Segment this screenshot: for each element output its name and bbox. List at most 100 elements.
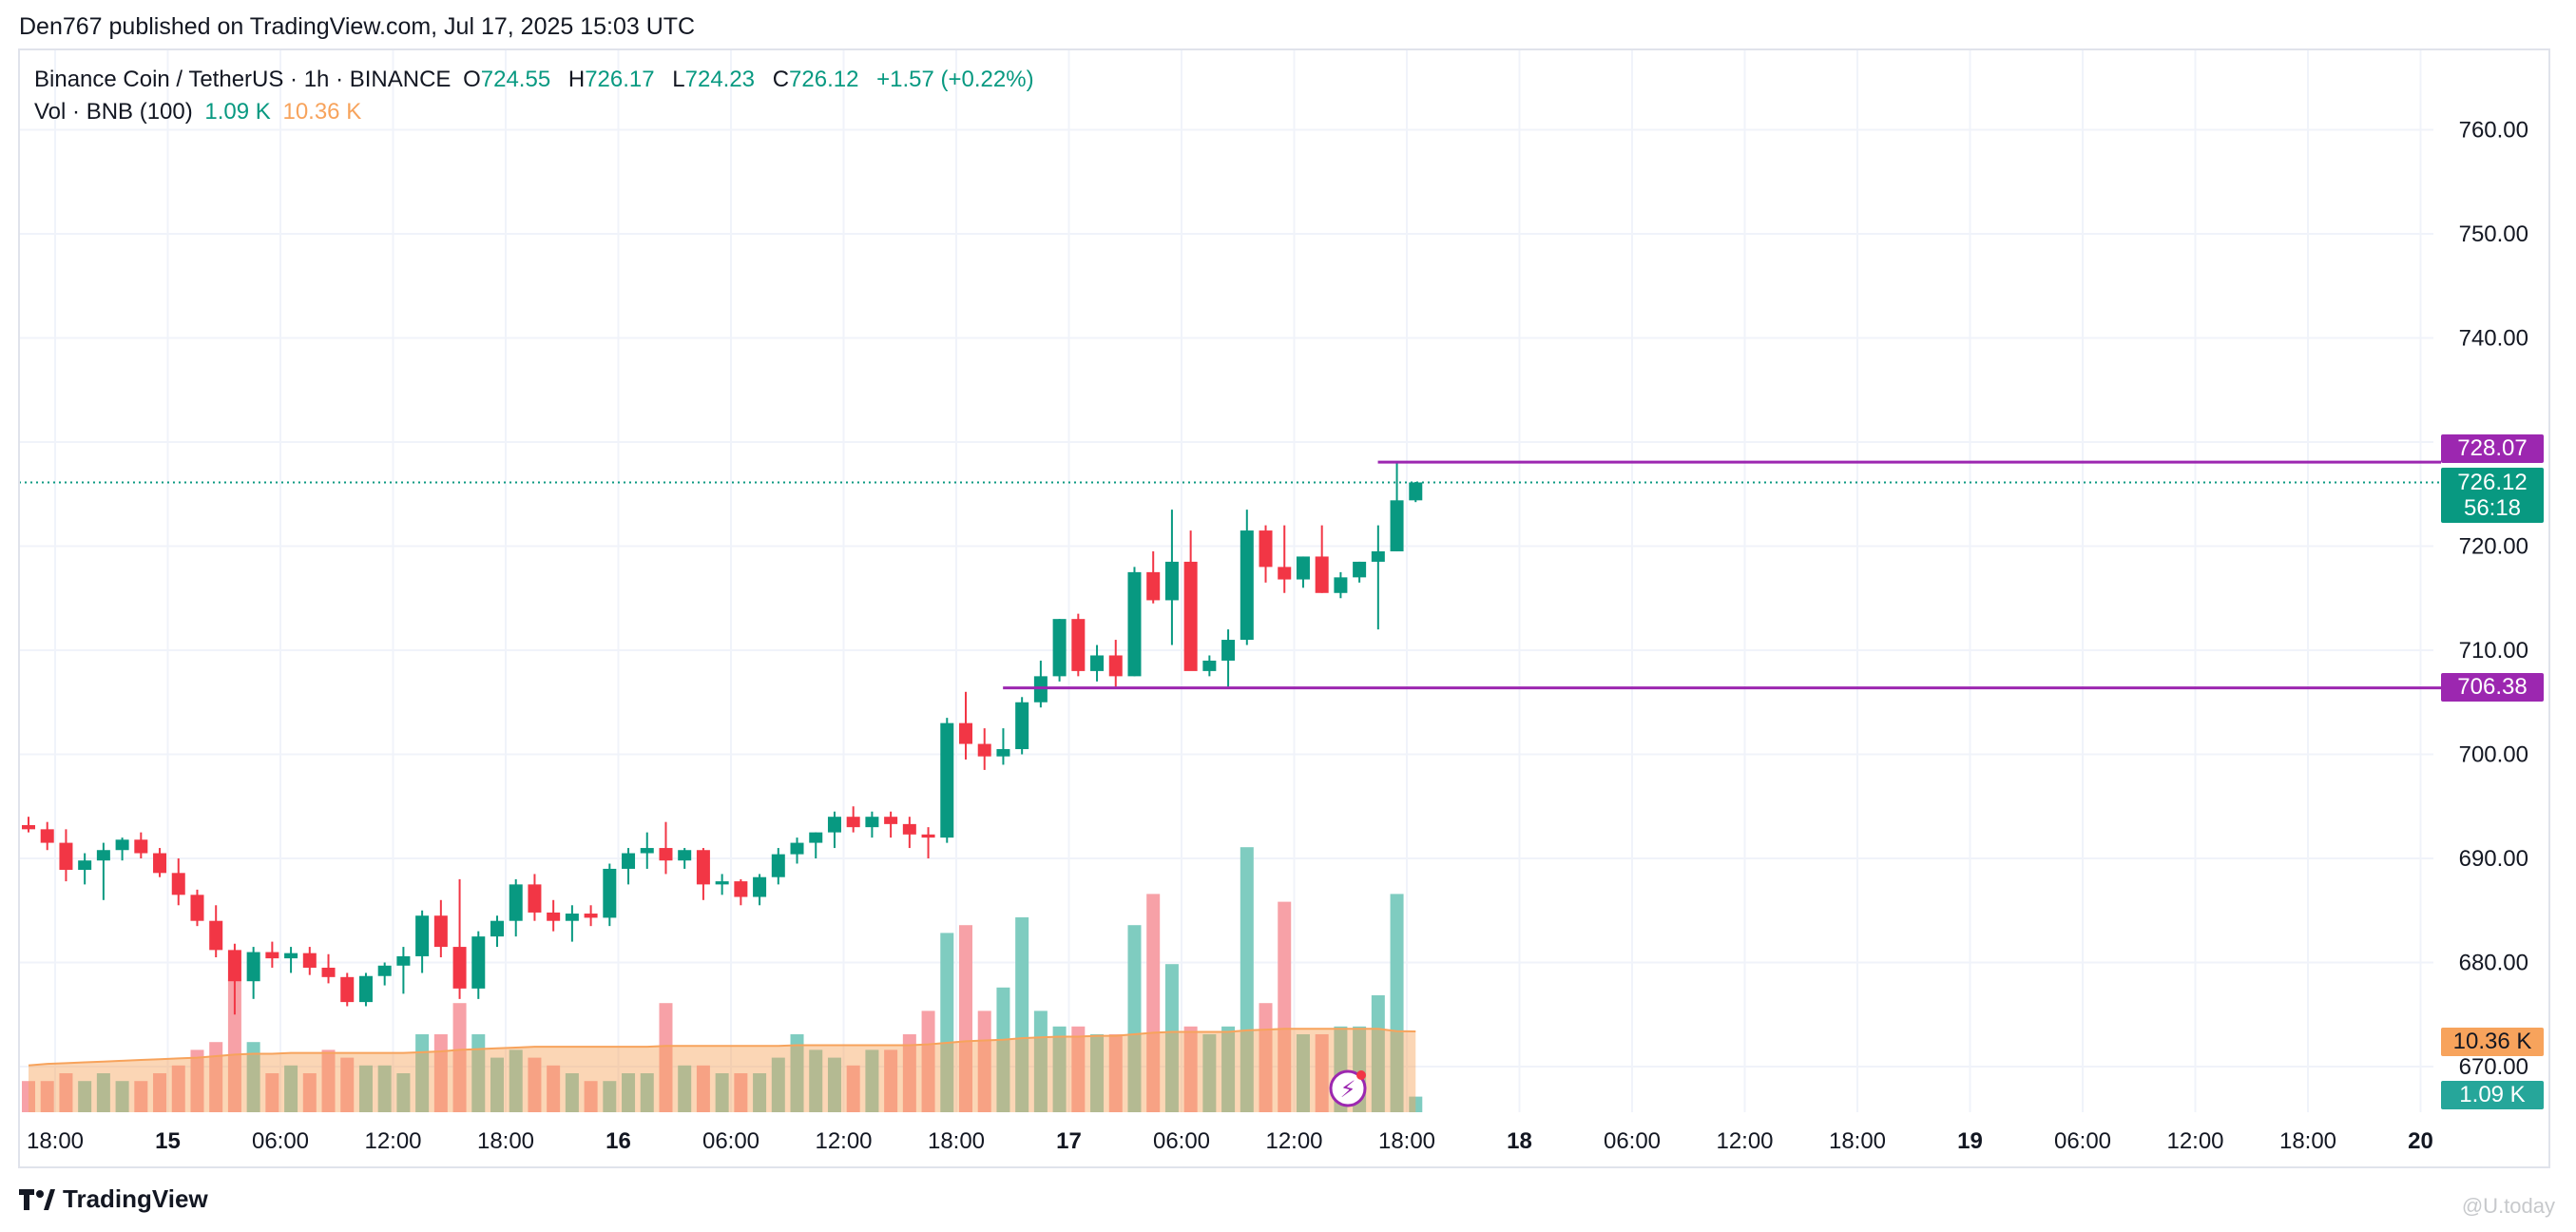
volume-bars — [22, 847, 1423, 1112]
x-tick-label: 12:00 — [815, 1128, 872, 1154]
volume-bar — [1221, 1026, 1236, 1112]
price-axis: 760.00 750.00 740.00 720.00 710.00 700.00 690.… — [2459, 118, 2528, 1081]
x-tick-label: 18:00 — [27, 1128, 84, 1154]
legend-l-label: L — [672, 67, 685, 92]
candle-body — [302, 953, 317, 968]
watermark: @U.today — [2461, 1194, 2555, 1218]
candle-body — [415, 915, 430, 956]
candle-body — [246, 952, 260, 982]
volume-bar — [1183, 1026, 1198, 1112]
volume-bar — [96, 1073, 110, 1112]
volume-ma-line — [28, 1028, 1416, 1067]
candle-body — [790, 842, 804, 855]
candle-body — [678, 850, 692, 861]
candle-body — [96, 850, 110, 861]
candle-body — [1334, 577, 1348, 593]
published-caption: Den767 published on TradingView.com, Jul… — [19, 13, 696, 40]
volume-bar — [1052, 1026, 1067, 1112]
candle-body — [715, 881, 729, 885]
candle-body — [659, 848, 673, 861]
candle-body — [1164, 561, 1179, 601]
volume-bar — [415, 1034, 430, 1112]
volume-bar — [134, 1081, 148, 1112]
tv-logo-icon — [19, 1188, 55, 1210]
candle-body — [59, 842, 73, 871]
candle-body — [584, 914, 598, 918]
volume-bar — [603, 1081, 617, 1112]
volume-bar — [884, 1049, 898, 1112]
volume-bar — [584, 1081, 598, 1112]
candle-body — [640, 848, 654, 854]
x-tick-label: 12:00 — [2166, 1128, 2223, 1154]
x-tick-label: 18:00 — [1378, 1128, 1435, 1154]
flash-icon[interactable] — [1329, 1069, 1367, 1107]
legend-vol-label[interactable]: Vol · BNB (100) — [34, 99, 193, 125]
volume-bar — [227, 979, 241, 1112]
y-tick-label: 720.00 — [2459, 534, 2528, 560]
tradingview-logo[interactable]: TradingView — [19, 1184, 208, 1214]
volume-bar — [377, 1065, 392, 1112]
volume-bar — [1090, 1034, 1105, 1112]
volume-bar — [959, 925, 972, 1112]
candle-body — [809, 832, 823, 843]
candle-body — [547, 912, 561, 921]
candle-body — [153, 853, 167, 874]
candle-body — [78, 860, 92, 871]
volume-bar — [1240, 847, 1254, 1112]
x-tick-label: 18 — [1507, 1128, 1532, 1154]
candle-body — [358, 975, 373, 1003]
candle-body — [321, 967, 336, 977]
volume-bar — [153, 1073, 167, 1112]
volume-bar — [827, 1057, 841, 1112]
candle-body — [509, 884, 523, 921]
candle-body — [1146, 571, 1161, 601]
volume-bar — [940, 933, 954, 1112]
volume-bar — [771, 1057, 785, 1112]
volume-bar — [734, 1073, 748, 1112]
candle-body — [209, 920, 223, 951]
volume-bar — [1296, 1034, 1310, 1112]
candle-body — [565, 914, 579, 921]
legend-symbol[interactable]: Binance Coin / TetherUS · 1h · BINANCE — [34, 67, 452, 92]
x-tick-label: 06:00 — [252, 1128, 309, 1154]
volume-bar — [977, 1011, 991, 1112]
candle-body — [622, 853, 636, 869]
x-tick-label: 15 — [155, 1128, 181, 1154]
candle-body — [433, 915, 448, 948]
candle-body — [753, 876, 767, 897]
notification-dot — [1356, 1070, 1366, 1080]
volume-bar — [509, 1049, 523, 1112]
candle-body — [115, 839, 129, 851]
x-tick-label: 17 — [1056, 1128, 1082, 1154]
candle-body — [1278, 567, 1292, 580]
volume-bar — [246, 1042, 260, 1112]
candle-body — [452, 947, 467, 989]
legend-open: 724.55 — [480, 67, 551, 92]
candle-body — [996, 749, 1010, 757]
legend-main: Binance Coin / TetherUS · 1h · BINANCE O… — [34, 67, 1040, 93]
y-tick-label: 760.00 — [2459, 118, 2528, 144]
candle-body — [1259, 530, 1273, 568]
volume-bar — [358, 1065, 373, 1112]
candle-body — [1371, 550, 1385, 562]
legend-h-label: H — [567, 67, 586, 92]
volume-bar — [809, 1049, 823, 1112]
x-tick-label: 18:00 — [477, 1128, 534, 1154]
bar-countdown: 56:18 — [2463, 495, 2522, 521]
volume-bar — [190, 1049, 204, 1112]
candle-body — [884, 817, 898, 824]
y-tick-label: 680.00 — [2459, 951, 2528, 976]
candle-body — [902, 823, 916, 835]
volume-bar — [565, 1073, 579, 1112]
x-tick-label: 12:00 — [1716, 1128, 1773, 1154]
legend-c-label: C — [772, 67, 790, 92]
candle-body — [396, 955, 411, 966]
legend-low: 724.23 — [684, 67, 756, 92]
candle-body — [1015, 702, 1029, 750]
candle-body — [1202, 660, 1217, 671]
candle-body — [190, 895, 204, 921]
volume-bar — [1146, 894, 1161, 1112]
x-tick-label: 18:00 — [2279, 1128, 2336, 1154]
x-tick-label: 19 — [1957, 1128, 1983, 1154]
